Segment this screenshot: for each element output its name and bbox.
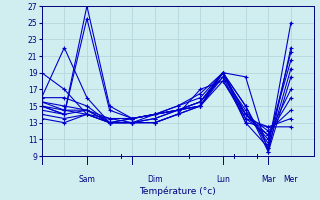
Text: Mar: Mar (261, 176, 276, 184)
Text: Sam: Sam (78, 176, 95, 184)
Text: Température (°c): Température (°c) (139, 186, 216, 196)
Text: Dim: Dim (147, 176, 163, 184)
Text: Mer: Mer (284, 176, 298, 184)
Text: Lun: Lun (216, 176, 230, 184)
